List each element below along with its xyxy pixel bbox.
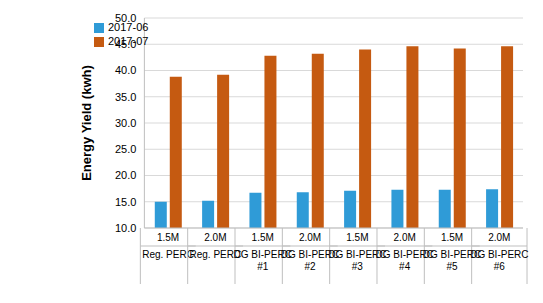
svg-text:1.5M: 1.5M (441, 232, 463, 243)
svg-text:1.5M: 1.5M (346, 232, 368, 243)
svg-text:40.0: 40.0 (115, 64, 136, 76)
svg-text:2.0M: 2.0M (488, 232, 510, 243)
svg-text:2.0M: 2.0M (204, 232, 226, 243)
svg-text:#4: #4 (399, 261, 411, 272)
svg-text:#5: #5 (446, 261, 458, 272)
svg-text:1.5M: 1.5M (157, 232, 179, 243)
svg-text:45.0: 45.0 (115, 38, 136, 50)
svg-text:Energy Yield (kwh): Energy Yield (kwh) (79, 65, 94, 181)
svg-text:#6: #6 (494, 261, 506, 272)
svg-text:#3: #3 (352, 261, 364, 272)
svg-text:Reg. PERC: Reg. PERC (142, 249, 194, 260)
svg-text:#1: #1 (257, 261, 269, 272)
svg-text:DG BI-PERC: DG BI-PERC (470, 249, 528, 260)
svg-text:20.0: 20.0 (115, 169, 136, 181)
svg-text:15.0: 15.0 (115, 196, 136, 208)
svg-text:1.5M: 1.5M (252, 232, 274, 243)
svg-text:2.0M: 2.0M (299, 232, 321, 243)
svg-text:50.0: 50.0 (115, 12, 136, 24)
svg-text:35.0: 35.0 (115, 91, 136, 103)
svg-text:#2: #2 (304, 261, 316, 272)
svg-text:10.0: 10.0 (115, 222, 136, 234)
svg-text:25.0: 25.0 (115, 143, 136, 155)
svg-text:30.0: 30.0 (115, 117, 136, 129)
svg-text:2.0M: 2.0M (394, 232, 416, 243)
